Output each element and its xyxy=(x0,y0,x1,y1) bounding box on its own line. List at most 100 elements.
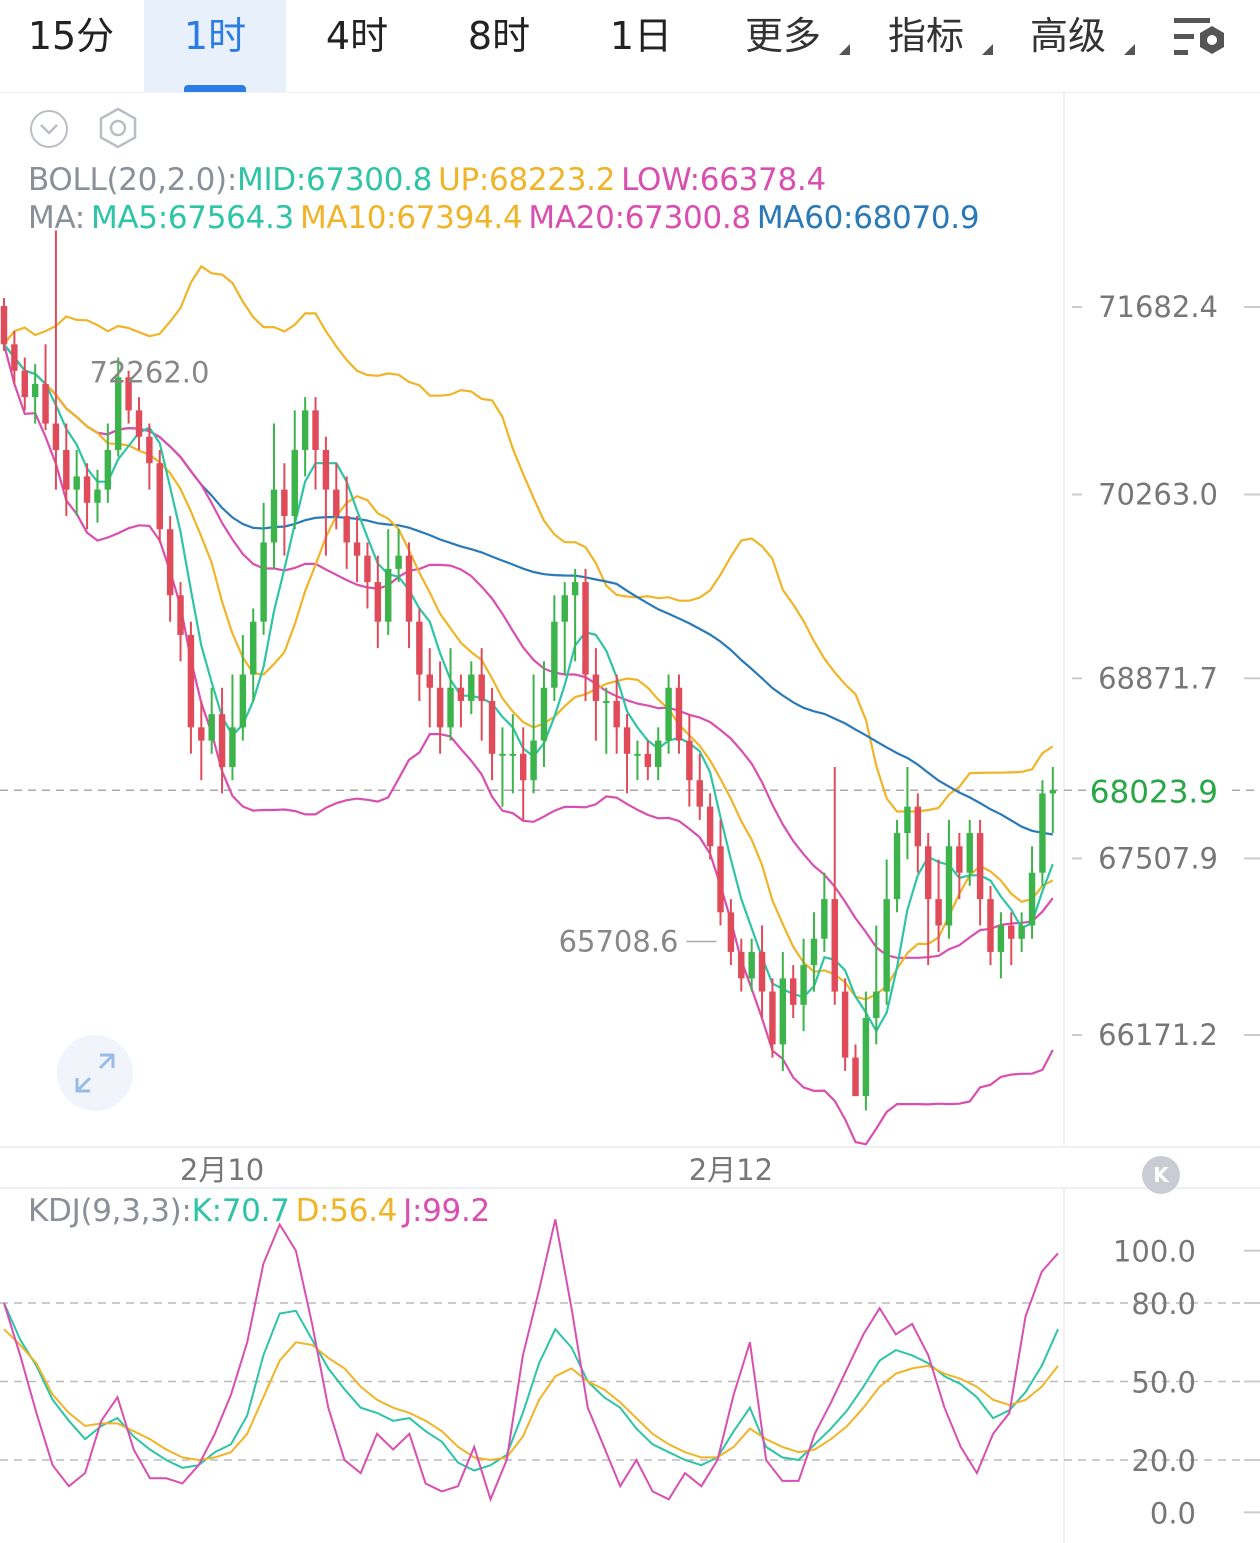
candle-body[interactable] xyxy=(644,753,652,768)
candle-body[interactable] xyxy=(717,846,724,913)
candle-body[interactable] xyxy=(883,899,890,992)
candle-body[interactable] xyxy=(457,687,465,701)
candle-body[interactable] xyxy=(31,383,39,398)
candle-body[interactable] xyxy=(686,740,693,781)
candle-body[interactable] xyxy=(187,634,195,728)
candle-body[interactable] xyxy=(135,410,143,437)
candle-body[interactable] xyxy=(208,714,215,741)
candle-body[interactable] xyxy=(540,687,548,741)
candle-body[interactable] xyxy=(924,846,932,900)
tab-2[interactable]: 4时 xyxy=(286,0,428,92)
candle-body[interactable] xyxy=(499,753,506,756)
candle-body[interactable] xyxy=(509,753,517,756)
dropdown-2[interactable]: 高级 xyxy=(1030,0,1138,92)
candle-body[interactable] xyxy=(1008,925,1015,939)
candle-body[interactable] xyxy=(468,674,475,701)
candle-body[interactable] xyxy=(675,687,683,741)
candle-body[interactable] xyxy=(665,687,672,741)
candle-body[interactable] xyxy=(696,780,703,807)
candle-body[interactable] xyxy=(426,674,433,688)
candle-body[interactable] xyxy=(488,700,496,754)
candle-body[interactable] xyxy=(831,899,838,992)
candle-body[interactable] xyxy=(873,991,880,1018)
candle-body[interactable] xyxy=(976,833,984,900)
candle-body[interactable] xyxy=(0,305,8,345)
candle-body[interactable] xyxy=(260,542,267,622)
candle-body[interactable] xyxy=(1018,925,1025,939)
candle-body[interactable] xyxy=(1039,793,1046,873)
candle-body[interactable] xyxy=(769,991,776,1045)
candle-body[interactable] xyxy=(83,476,91,503)
candle-body[interactable] xyxy=(789,978,797,1005)
candle-body[interactable] xyxy=(125,377,132,411)
candle-body[interactable] xyxy=(198,727,205,741)
candle-body[interactable] xyxy=(997,925,1005,952)
candle-body[interactable] xyxy=(582,582,589,675)
candle-body[interactable] xyxy=(301,410,309,450)
candle-body[interactable] xyxy=(177,595,184,635)
hexagon-settings-icon[interactable] xyxy=(96,106,140,150)
candle-body[interactable] xyxy=(478,674,485,701)
candle-body[interactable] xyxy=(634,753,641,756)
expand-arrows-icon[interactable] xyxy=(56,1034,134,1112)
candle-body[interactable] xyxy=(1049,790,1057,794)
candle-body[interactable] xyxy=(436,687,444,728)
candle-body[interactable] xyxy=(530,740,537,781)
candle-body[interactable] xyxy=(52,423,60,450)
candle-body[interactable] xyxy=(779,978,787,1045)
candle-body[interactable] xyxy=(146,436,153,464)
candle-body[interactable] xyxy=(156,463,163,530)
candle-body[interactable] xyxy=(592,674,600,701)
candle-body[interactable] xyxy=(1028,872,1036,926)
candle-body[interactable] xyxy=(63,449,70,490)
candle-body[interactable] xyxy=(229,727,236,768)
chevron-down-circle-icon[interactable] xyxy=(28,108,70,150)
candle-body[interactable] xyxy=(821,899,828,939)
candle-body[interactable] xyxy=(862,1017,870,1097)
candle-body[interactable] xyxy=(364,555,371,583)
tab-1[interactable]: 1时 xyxy=(144,0,286,92)
candle-body[interactable] xyxy=(322,449,330,490)
candle-body[interactable] xyxy=(343,516,350,543)
candlestick-chart[interactable]: 71682.4 70263.0 68871.7 67507.9 66171.2 68023… xyxy=(0,92,1260,1543)
candle-body[interactable] xyxy=(758,951,766,992)
candle-body[interactable] xyxy=(447,687,454,728)
candle-body[interactable] xyxy=(613,700,620,728)
candle-body[interactable] xyxy=(218,714,226,768)
candle-body[interactable] xyxy=(623,727,631,754)
candle-body[interactable] xyxy=(281,489,288,517)
tab-4[interactable]: 1日 xyxy=(570,0,712,92)
candle-body[interactable] xyxy=(519,753,527,781)
candle-body[interactable] xyxy=(914,806,922,847)
candle-body[interactable] xyxy=(852,1057,859,1097)
tab-0[interactable]: 15分 xyxy=(0,0,142,92)
candle-body[interactable] xyxy=(73,476,80,490)
candle-body[interactable] xyxy=(935,899,942,926)
dropdown-1[interactable]: 指标 xyxy=(888,0,996,92)
candle-body[interactable] xyxy=(706,806,714,847)
candle-body[interactable] xyxy=(21,370,28,398)
candle-body[interactable] xyxy=(966,833,973,873)
chart-settings-icon[interactable] xyxy=(1172,12,1232,66)
candle-body[interactable] xyxy=(353,542,361,556)
candle-body[interactable] xyxy=(239,674,247,728)
candle-body[interactable] xyxy=(312,410,319,450)
candle-body[interactable] xyxy=(416,621,423,675)
candle-body[interactable] xyxy=(603,700,610,703)
candle-body[interactable] xyxy=(727,912,735,952)
candle-body[interactable] xyxy=(956,846,963,873)
candle-body[interactable] xyxy=(384,568,392,622)
k-badge-icon[interactable]: K xyxy=(1142,1156,1180,1194)
candle-body[interactable] xyxy=(270,489,278,543)
candle-body[interactable] xyxy=(893,833,901,900)
candle-body[interactable] xyxy=(987,899,994,952)
candle-body[interactable] xyxy=(104,449,112,490)
candle-body[interactable] xyxy=(405,555,413,622)
candle-body[interactable] xyxy=(11,344,18,371)
candle-body[interactable] xyxy=(291,449,298,517)
candle-body[interactable] xyxy=(654,740,662,768)
tab-3[interactable]: 8时 xyxy=(428,0,570,92)
candle-body[interactable] xyxy=(551,621,558,688)
candle-body[interactable] xyxy=(94,489,101,503)
candle-body[interactable] xyxy=(115,377,122,450)
